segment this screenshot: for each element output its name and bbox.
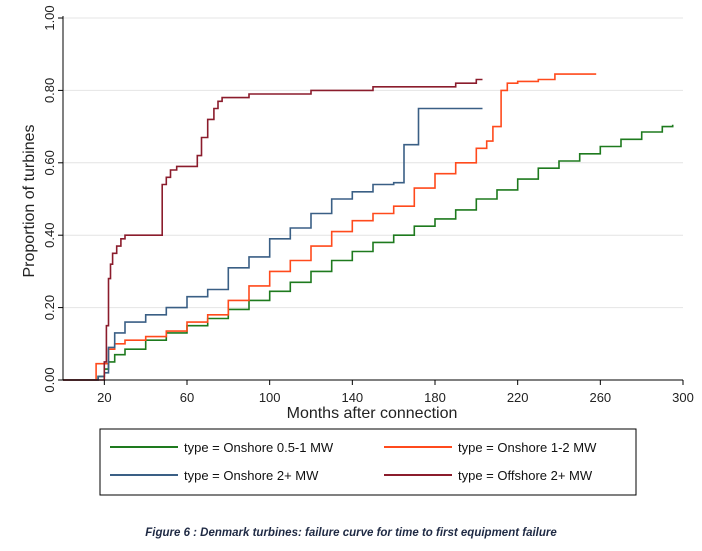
series-lines <box>63 73 674 381</box>
legend: type = Onshore 0.5-1 MW type = Onshore 1-… <box>99 428 637 496</box>
y-tick-label: 0.80 <box>42 78 57 103</box>
legend-label-1: type = Onshore 0.5-1 MW <box>184 440 334 455</box>
x-tick-label: 140 <box>341 390 363 405</box>
figure-caption: Figure 6 : Denmark turbines: failure cur… <box>145 527 557 539</box>
y-tick-label: 0.60 <box>42 150 57 175</box>
legend-label-3: type = Onshore 2+ MW <box>184 468 319 483</box>
x-tick-label: 100 <box>259 390 281 405</box>
axes: 0.00 0.20 0.40 0.60 0.80 1.00 20 60 100 140 180 220… <box>42 5 694 405</box>
x-tick-label: 180 <box>424 390 446 405</box>
series-line-2 <box>63 73 597 381</box>
y-axis-title: Proportion of turbines <box>21 125 38 278</box>
x-tick-label: 300 <box>672 390 694 405</box>
y-tick-label: 0.40 <box>42 223 57 248</box>
x-tick-label: 20 <box>97 390 111 405</box>
x-tick-label: 60 <box>180 390 194 405</box>
x-tick-label: 220 <box>507 390 529 405</box>
legend-label-2: type = Onshore 1-2 MW <box>458 440 597 455</box>
y-tick-label: 0.00 <box>42 367 57 392</box>
x-axis-title: Months after connection <box>287 405 458 422</box>
y-tick-label: 0.20 <box>42 295 57 320</box>
series-line-3 <box>63 107 483 381</box>
series-line-1 <box>63 124 674 381</box>
x-tick-label: 260 <box>589 390 611 405</box>
legend-label-4: type = Offshore 2+ MW <box>458 468 593 483</box>
y-tick-label: 1.00 <box>42 5 57 30</box>
series-line-4 <box>63 78 483 381</box>
